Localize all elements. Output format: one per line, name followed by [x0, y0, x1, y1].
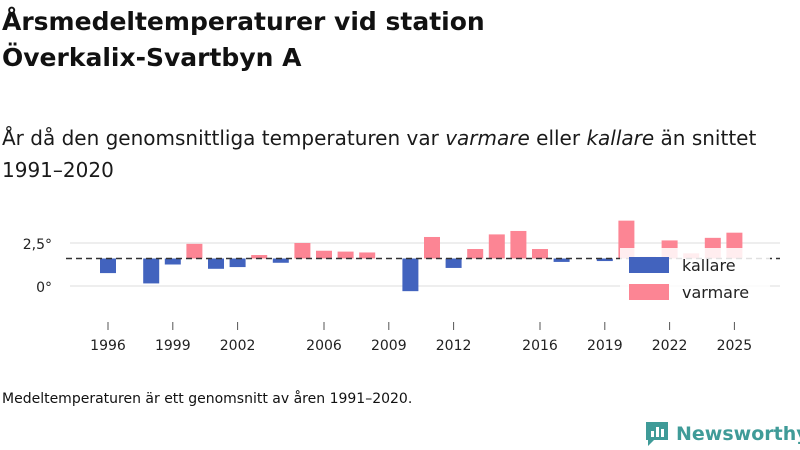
subtitle-prefix: År då den genomsnittliga temperaturen va… — [2, 126, 446, 150]
x-tick-label: 2006 — [306, 338, 342, 354]
x-tick-label: 2002 — [220, 338, 256, 354]
x-axis-ticks: 1996 1999 2002 2006 2009 2012 2016 2019 2022 2025 — [90, 322, 752, 354]
x-tick-label: 2022 — [652, 338, 688, 354]
bar-1996 — [100, 258, 116, 274]
legend: kallare varmare — [620, 248, 770, 308]
subtitle-warm-word: varmare — [445, 126, 530, 150]
bar-2005 — [294, 243, 311, 259]
bar-2001 — [208, 258, 224, 269]
bar-2006 — [316, 250, 332, 259]
x-tick-label: 2016 — [522, 338, 558, 354]
bar-2004 — [272, 258, 289, 263]
legend-label-warm: varmare — [682, 283, 749, 302]
y-axis-ticks: 0° 2,5° — [23, 237, 52, 296]
bar-1999 — [164, 258, 181, 265]
bar-2019 — [596, 258, 613, 262]
x-tick-label: 1996 — [90, 338, 126, 354]
bar-chart: 0° 2,5° 1996 1999 2002 2006 2009 2012 2016 2019 2… — [23, 220, 780, 354]
bar-2010 — [402, 258, 419, 292]
chart-title: Årsmedeltemperaturer vid station Överkal… — [2, 4, 762, 76]
x-tick-label: 1999 — [155, 338, 191, 354]
title-line-1: Årsmedeltemperaturer vid station — [2, 7, 485, 36]
bar-2000 — [186, 243, 203, 259]
y-tick-label: 2,5° — [23, 237, 52, 253]
bar-1998 — [143, 258, 160, 284]
legend-swatch-warm — [629, 284, 669, 300]
subtitle-mid: eller — [529, 126, 587, 150]
title-line-2: Överkalix-Svartbyn A — [2, 43, 302, 72]
bar-2011 — [424, 236, 440, 259]
bar-2013 — [467, 249, 484, 259]
newsworthy-logo-icon — [646, 422, 668, 446]
x-tick-label: 2019 — [587, 338, 623, 354]
subtitle-cold-word: kallare — [586, 126, 655, 150]
legend-swatch-cold — [629, 257, 669, 273]
x-tick-label: 2025 — [717, 338, 753, 354]
x-tick-label: 2009 — [371, 338, 407, 354]
bar-2003 — [251, 255, 268, 259]
bar-2007 — [337, 251, 354, 259]
bar-2017 — [553, 258, 570, 262]
subtitle-suffix: än snittet 1991–2020 — [2, 126, 757, 182]
legend-label-cold: kallare — [682, 256, 736, 275]
bar-2014 — [488, 234, 505, 259]
chart-subtitle: År då den genomsnittliga temperaturen va… — [2, 122, 792, 186]
brand-name: Newsworthy — [676, 423, 800, 445]
y-tick-label: 0° — [36, 280, 52, 296]
bar-2016 — [532, 249, 548, 259]
footnote: Medeltemperaturen är ett genomsnitt av å… — [2, 391, 413, 407]
bar-2002 — [229, 258, 246, 268]
x-tick-label: 2012 — [436, 338, 472, 354]
bar-2008 — [359, 252, 376, 259]
brand-logo: Newsworthy — [644, 420, 800, 448]
bar-2012 — [445, 258, 462, 268]
bar-2015 — [510, 230, 527, 259]
